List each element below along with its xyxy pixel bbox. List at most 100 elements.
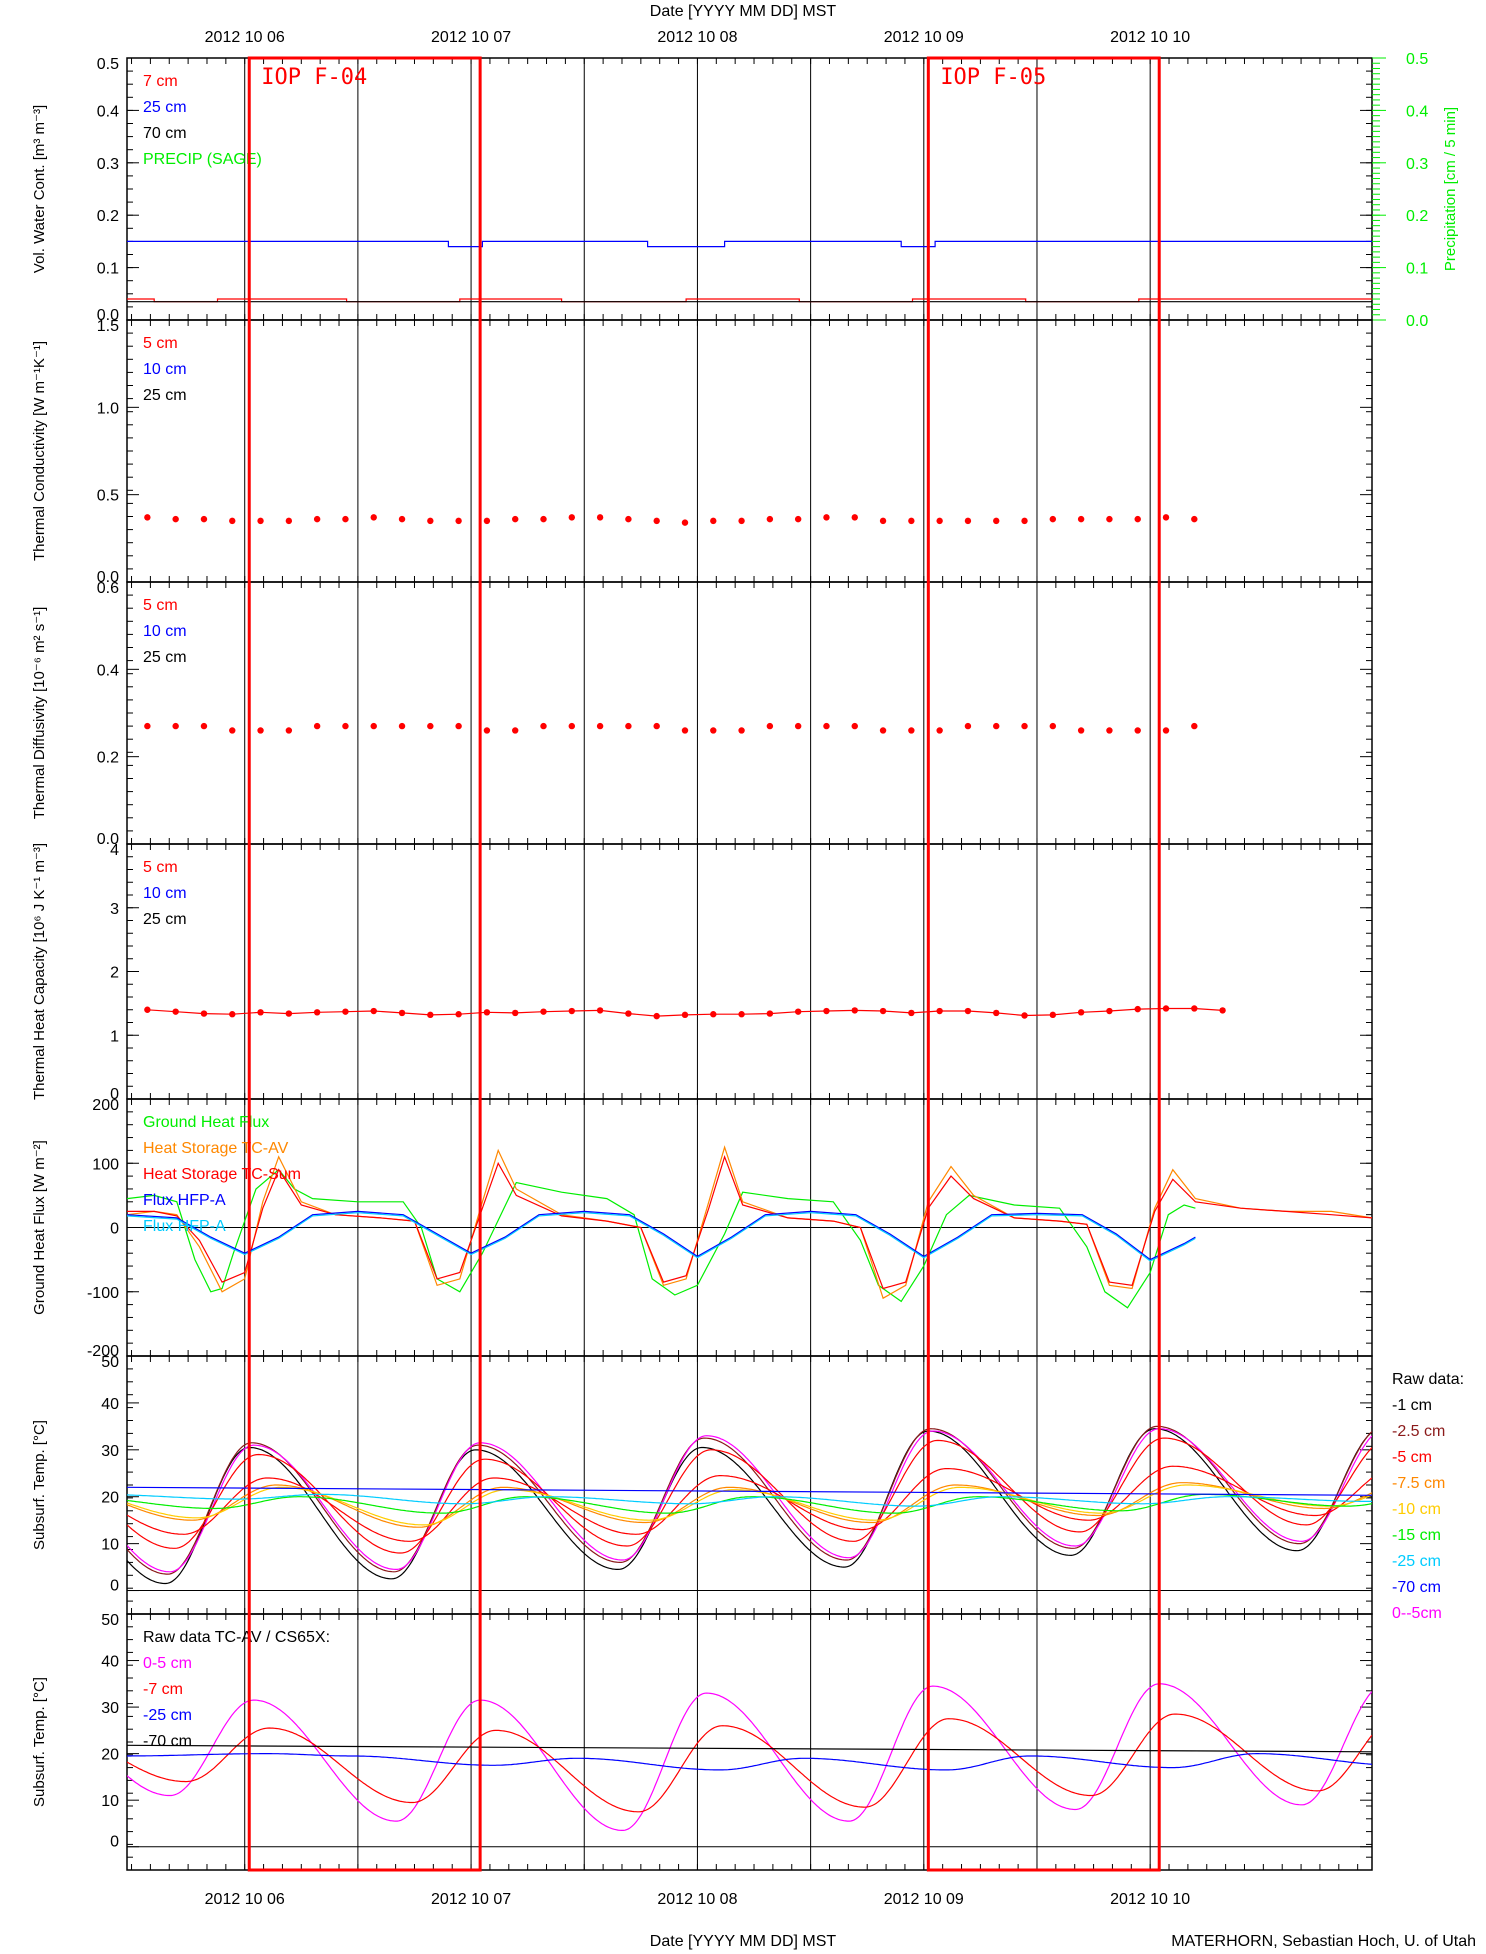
data-point bbox=[285, 1010, 293, 1017]
date-tick-bottom: 2012 10 07 bbox=[431, 1891, 511, 1908]
legend-entry: Ground Heat Flux bbox=[143, 1114, 269, 1131]
y-axis-label: Subsurf. Temp. [°C] bbox=[31, 1677, 48, 1807]
data-point bbox=[879, 1007, 887, 1015]
series-line-2 bbox=[127, 1154, 1372, 1290]
data-point bbox=[200, 1010, 208, 1017]
data-point bbox=[1191, 722, 1198, 730]
iop-label: IOP F-04 bbox=[261, 65, 367, 90]
legend-entry: -15 cm bbox=[1392, 1527, 1441, 1544]
data-point bbox=[1191, 1005, 1198, 1012]
y-axis-label-right: Precipitation [cm / 5 min] bbox=[1442, 107, 1459, 271]
data-point bbox=[398, 722, 406, 730]
data-point bbox=[766, 722, 774, 730]
y-tick-label: 40 bbox=[101, 1396, 119, 1413]
y-axis-label: Ground Heat Flux [W m⁻²] bbox=[31, 1140, 48, 1315]
y-tick-label: 20 bbox=[101, 1747, 119, 1764]
panel-6: 0 10 20 30 40 50 Subsurf. Temp. [°C] Raw data T… bbox=[31, 1612, 1373, 1871]
panel-4: -200 -100 0 100 200 Ground Heat Flux [W m⁻²] G… bbox=[31, 1097, 1373, 1360]
data-point bbox=[738, 517, 745, 525]
data-point bbox=[1162, 1005, 1170, 1012]
iop-box bbox=[926, 56, 1161, 1872]
data-point bbox=[285, 727, 293, 734]
data-point bbox=[285, 517, 293, 525]
legend-entry: 10 cm bbox=[143, 623, 187, 640]
legend-entry: PRECIP (SAGE) bbox=[143, 151, 262, 168]
legend-entry: -1 cm bbox=[1392, 1397, 1432, 1414]
data-point bbox=[342, 722, 349, 730]
data-point bbox=[257, 727, 264, 734]
data-point bbox=[908, 517, 915, 525]
series-group bbox=[127, 1425, 1372, 1585]
y-tick-label: 0.1 bbox=[97, 261, 119, 278]
data-point bbox=[1134, 1005, 1141, 1013]
y-tick-label: 2 bbox=[110, 965, 119, 982]
series-group bbox=[144, 514, 1198, 526]
legend-entry: -2.5 cm bbox=[1392, 1423, 1445, 1440]
legend-entry: 5 cm bbox=[143, 335, 178, 352]
data-point bbox=[229, 517, 236, 525]
data-point bbox=[540, 515, 547, 523]
right-tick-label: 0.3 bbox=[1406, 156, 1428, 173]
data-point bbox=[257, 517, 264, 525]
data-point bbox=[398, 1009, 406, 1017]
date-tick-bottom: 2012 10 09 bbox=[884, 1891, 964, 1908]
right-tick-label: 0.2 bbox=[1406, 208, 1428, 225]
legend-entry: Flux HFP-A bbox=[143, 1218, 226, 1235]
data-point bbox=[229, 727, 236, 734]
data-point bbox=[1049, 515, 1057, 523]
data-point bbox=[710, 727, 717, 734]
panel-0: 0.0 0.1 0.2 0.3 0.4 0.5 Vol. Water Cont. [m³ m… bbox=[31, 51, 1459, 330]
data-point bbox=[625, 722, 632, 730]
data-point bbox=[172, 1008, 179, 1015]
data-point bbox=[653, 1012, 660, 1020]
date-tick-top: 2012 10 09 bbox=[884, 29, 964, 46]
legend-entry: -70 cm bbox=[1392, 1579, 1441, 1596]
y-tick-label: 50 bbox=[101, 1612, 119, 1629]
legend-entry: 5 cm bbox=[143, 859, 178, 876]
panel-2: 0.0 0.2 0.4 0.6 Thermal Diffusivity [10⁻⁶ m²… bbox=[31, 580, 1373, 848]
date-tick-top: 2012 10 06 bbox=[205, 29, 285, 46]
data-point bbox=[879, 517, 887, 525]
legend-entry: 5 cm bbox=[143, 597, 178, 614]
data-point bbox=[879, 727, 887, 734]
data-point bbox=[823, 1007, 830, 1015]
series-line-0 bbox=[127, 1168, 1196, 1309]
date-tick-bottom: 2012 10 10 bbox=[1110, 1891, 1190, 1908]
data-point bbox=[1021, 517, 1028, 525]
panel-frame bbox=[126, 319, 1373, 583]
data-point bbox=[766, 515, 774, 523]
y-axis-label: Subsurf. Temp. [°C] bbox=[31, 1420, 48, 1550]
bottom-axis-title: Date [YYYY MM DD] MST bbox=[650, 1933, 837, 1950]
data-point bbox=[172, 722, 179, 730]
legend-entry: 0--5cm bbox=[1392, 1605, 1442, 1622]
series-group bbox=[127, 240, 1372, 303]
panel-5: 0 10 20 30 40 50 Subsurf. Temp. [°C] Raw data: -… bbox=[31, 1354, 1464, 1622]
data-point bbox=[851, 722, 858, 730]
data-point bbox=[1106, 515, 1113, 523]
data-point bbox=[1077, 515, 1085, 523]
data-point bbox=[313, 515, 321, 523]
data-point bbox=[342, 1008, 349, 1015]
data-point bbox=[794, 722, 802, 730]
panel-1: 0.0 0.5 1.0 1.5 Thermal Conductivity [W m⁻¹K… bbox=[31, 318, 1373, 586]
legend-entry: 10 cm bbox=[143, 885, 187, 902]
data-point bbox=[512, 515, 519, 523]
legend-entry: 70 cm bbox=[143, 125, 187, 142]
data-point bbox=[1162, 727, 1170, 734]
data-point bbox=[1077, 727, 1085, 734]
data-point bbox=[1134, 727, 1141, 734]
right-tick-label: 0.5 bbox=[1406, 51, 1428, 68]
legend-entry: -5 cm bbox=[1392, 1449, 1432, 1466]
y-tick-label: 0.2 bbox=[97, 208, 119, 225]
legend-entry: 25 cm bbox=[143, 387, 187, 404]
data-point bbox=[427, 517, 434, 525]
legend-entry: -7 cm bbox=[143, 1681, 183, 1698]
data-point bbox=[200, 722, 208, 730]
data-point bbox=[964, 1007, 972, 1015]
y-tick-label: 0.2 bbox=[97, 750, 119, 767]
legend-entry: Flux HFP-A bbox=[143, 1192, 226, 1209]
data-point bbox=[908, 727, 915, 734]
y-tick-label: 1.0 bbox=[97, 400, 119, 417]
data-point bbox=[908, 1009, 915, 1017]
data-point bbox=[200, 515, 208, 523]
